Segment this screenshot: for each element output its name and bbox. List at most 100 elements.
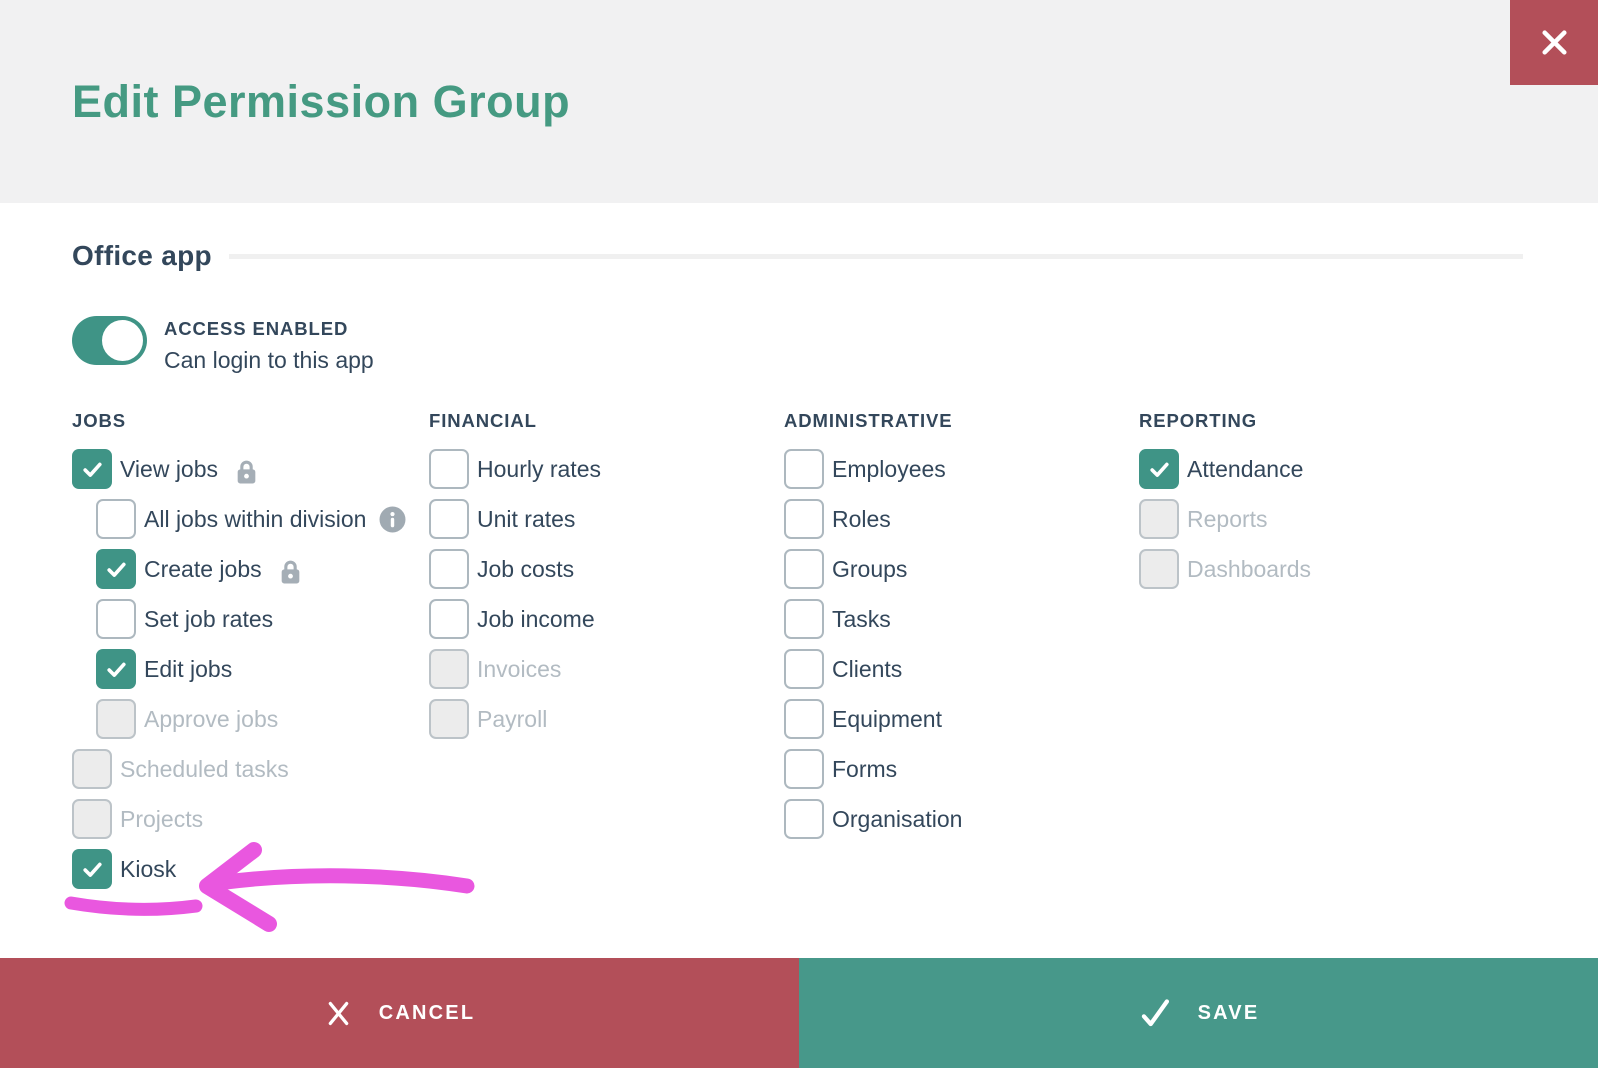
checkbox-kiosk[interactable] bbox=[72, 849, 112, 889]
checkbox-attendance[interactable] bbox=[1139, 449, 1179, 489]
permission-item-attendance: Attendance bbox=[1139, 449, 1311, 489]
checkbox-scheduled-tasks bbox=[72, 749, 112, 789]
section-header: Office app bbox=[72, 240, 1523, 272]
column-header: ADMINISTRATIVE bbox=[784, 410, 953, 431]
cancel-label: CANCEL bbox=[378, 1001, 476, 1024]
checkbox-unit-rates[interactable] bbox=[429, 499, 469, 539]
permission-column-reporting: REPORTING Attendance Reports Dashboards bbox=[1139, 410, 1311, 899]
permission-item-approve-jobs: Approve jobs bbox=[96, 699, 429, 739]
column-header: JOBS bbox=[72, 410, 126, 431]
permission-label: Clients bbox=[832, 655, 903, 682]
checkbox-set-job-rates[interactable] bbox=[96, 599, 136, 639]
permission-label: Job costs bbox=[477, 555, 575, 582]
checkbox-job-costs[interactable] bbox=[429, 549, 469, 589]
access-row: ACCESS ENABLED Can login to this app bbox=[72, 316, 1598, 374]
page-title: Edit Permission Group bbox=[72, 76, 571, 127]
permission-label: View jobs bbox=[120, 455, 219, 482]
save-button[interactable]: SAVE bbox=[799, 958, 1598, 1068]
section-divider bbox=[228, 253, 1523, 259]
checkbox-approve-jobs bbox=[96, 699, 136, 739]
permission-item-job-income: Job income bbox=[429, 599, 784, 639]
close-icon bbox=[1541, 30, 1567, 55]
check-icon bbox=[82, 462, 102, 477]
lock-icon bbox=[237, 460, 256, 484]
checkbox-create-jobs[interactable] bbox=[96, 549, 136, 589]
lock-icon bbox=[281, 560, 299, 584]
permission-label: Tasks bbox=[832, 605, 891, 632]
permission-columns: JOBS View jobs All jobs within division Cre… bbox=[72, 410, 1598, 899]
permission-label: Equipment bbox=[832, 705, 942, 732]
permission-item-roles: Roles bbox=[784, 499, 1139, 539]
permission-column-administrative: ADMINISTRATIVE Employees Roles Groups Tasks C… bbox=[784, 410, 1139, 899]
permission-item-set-job-rates: Set job rates bbox=[96, 599, 429, 639]
checkbox-view-jobs[interactable] bbox=[72, 449, 112, 489]
permission-item-forms: Forms bbox=[784, 749, 1139, 789]
permission-item-reports: Reports bbox=[1139, 499, 1311, 539]
permission-label: Reports bbox=[1187, 505, 1268, 532]
permission-label: Kiosk bbox=[120, 855, 177, 882]
permission-label: Job income bbox=[477, 605, 595, 632]
check-icon bbox=[82, 862, 102, 877]
checkbox-hourly-rates[interactable] bbox=[429, 449, 469, 489]
modal-body: Office app ACCESS ENABLED Can login to t… bbox=[0, 240, 1598, 899]
checkbox-groups[interactable] bbox=[784, 549, 824, 589]
access-toggle[interactable] bbox=[72, 316, 147, 365]
checkbox-clients[interactable] bbox=[784, 649, 824, 689]
permission-label: Approve jobs bbox=[144, 705, 279, 732]
checkbox-invoices bbox=[429, 649, 469, 689]
permission-item-hourly-rates: Hourly rates bbox=[429, 449, 784, 489]
permission-label: Invoices bbox=[477, 655, 562, 682]
check-icon bbox=[106, 662, 126, 677]
access-description: Can login to this app bbox=[164, 347, 374, 373]
cancel-button[interactable]: CANCEL bbox=[0, 958, 799, 1068]
save-label: SAVE bbox=[1197, 1001, 1260, 1024]
check-icon bbox=[106, 562, 126, 577]
check-icon bbox=[1149, 462, 1169, 477]
toggle-knob bbox=[102, 320, 143, 361]
column-header: FINANCIAL bbox=[429, 410, 537, 431]
permission-item-employees: Employees bbox=[784, 449, 1139, 489]
checkbox-projects bbox=[72, 799, 112, 839]
permission-column-jobs: JOBS View jobs All jobs within division Cre… bbox=[72, 410, 429, 899]
permission-label: Projects bbox=[120, 805, 204, 832]
checkbox-reports bbox=[1139, 499, 1179, 539]
checkbox-forms[interactable] bbox=[784, 749, 824, 789]
checkbox-job-income[interactable] bbox=[429, 599, 469, 639]
checkbox-organisation[interactable] bbox=[784, 799, 824, 839]
checkbox-employees[interactable] bbox=[784, 449, 824, 489]
close-button[interactable] bbox=[1510, 0, 1598, 85]
permission-label: Employees bbox=[832, 455, 946, 482]
permission-label: Dashboards bbox=[1187, 555, 1312, 582]
permission-label: Scheduled tasks bbox=[120, 755, 289, 782]
permission-item-create-jobs: Create jobs bbox=[96, 549, 429, 589]
permission-item-job-costs: Job costs bbox=[429, 549, 784, 589]
permission-item-edit-jobs: Edit jobs bbox=[96, 649, 429, 689]
checkbox-edit-jobs[interactable] bbox=[96, 649, 136, 689]
access-enabled-label: ACCESS ENABLED bbox=[164, 318, 349, 339]
permission-item-view-jobs: View jobs bbox=[72, 449, 429, 489]
permission-label: Attendance bbox=[1187, 455, 1304, 482]
access-text: ACCESS ENABLED Can login to this app bbox=[164, 316, 374, 374]
checkbox-equipment[interactable] bbox=[784, 699, 824, 739]
permission-item-invoices: Invoices bbox=[429, 649, 784, 689]
modal-footer: CANCEL SAVE bbox=[0, 958, 1598, 1068]
permission-label: Roles bbox=[832, 505, 891, 532]
checkbox-payroll bbox=[429, 699, 469, 739]
checkbox-tasks[interactable] bbox=[784, 599, 824, 639]
checkbox-all-jobs-within-division[interactable] bbox=[96, 499, 136, 539]
permission-item-equipment: Equipment bbox=[784, 699, 1139, 739]
permission-item-groups: Groups bbox=[784, 549, 1139, 589]
checkbox-roles[interactable] bbox=[784, 499, 824, 539]
checkbox-dashboards bbox=[1139, 549, 1179, 589]
permission-item-kiosk: Kiosk bbox=[72, 849, 429, 889]
x-icon bbox=[328, 1001, 349, 1025]
check-icon bbox=[1141, 999, 1169, 1027]
permission-item-projects: Projects bbox=[72, 799, 429, 839]
permission-item-tasks: Tasks bbox=[784, 599, 1139, 639]
info-icon[interactable] bbox=[379, 506, 406, 533]
permission-label: Create jobs bbox=[144, 555, 262, 582]
permission-label: Hourly rates bbox=[477, 455, 601, 482]
permission-item-clients: Clients bbox=[784, 649, 1139, 689]
permission-item-scheduled-tasks: Scheduled tasks bbox=[72, 749, 429, 789]
permission-label: Organisation bbox=[832, 805, 963, 832]
